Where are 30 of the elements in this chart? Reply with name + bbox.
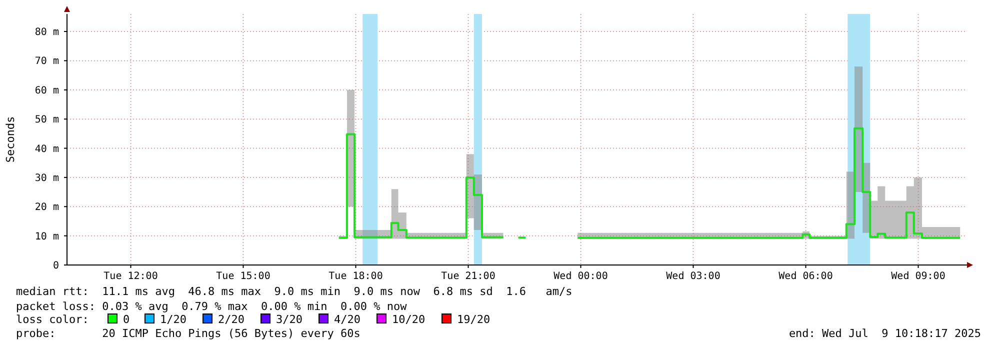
y-axis-title: Seconds xyxy=(4,116,17,163)
text: 0 xyxy=(123,313,130,326)
y-tick-label: 0 xyxy=(52,260,59,272)
x-tick-label: Wed 03:00 xyxy=(666,271,720,282)
x-tick-label: Wed 09:00 xyxy=(891,271,946,282)
text: probe: 20 ICMP Echo Pings (56 Bytes) every 60s xyxy=(16,327,360,340)
x-tick-label: Tue 15:00 xyxy=(216,271,270,282)
y-tick-label: 60 m xyxy=(34,85,59,96)
text: end: Wed Jul 9 10:18:17 2025 xyxy=(788,327,981,340)
x-tick-label: Tue 21:00 xyxy=(441,271,496,282)
y-tick-label: 20 m xyxy=(34,202,59,214)
x-tick-label: Tue 18:00 xyxy=(328,271,383,282)
x-tick-label: Wed 00:00 xyxy=(554,271,608,282)
y-tick-label: 10 m xyxy=(34,231,59,242)
y-tick-label: 80 m xyxy=(34,27,59,38)
text: 2/20 xyxy=(218,313,244,326)
text: 3/20 xyxy=(276,313,302,326)
text: median rtt: 11.1 ms avg 46.8 ms max 9.0 ms min 9.0 ms now 6.8 ms sd 1.6 am/s xyxy=(16,285,572,298)
x-tick-label: Wed 06:00 xyxy=(778,271,833,282)
y-tick-label: 50 m xyxy=(34,114,59,126)
text: loss color: xyxy=(16,313,89,326)
y-tick-label: 70 m xyxy=(34,56,59,68)
text: 4/20 xyxy=(334,313,360,326)
y-tick-label: 40 m xyxy=(34,144,59,155)
text: packet loss: 0.03 % avg 0.79 % max 0.00 % min 0.00 % now xyxy=(16,300,408,313)
x-tick-label: Tue 12:00 xyxy=(104,271,158,282)
text: 10/20 xyxy=(392,313,426,326)
text: 1/20 xyxy=(160,313,186,326)
text: 19/20 xyxy=(457,313,490,326)
y-tick-label: 30 m xyxy=(34,172,59,184)
